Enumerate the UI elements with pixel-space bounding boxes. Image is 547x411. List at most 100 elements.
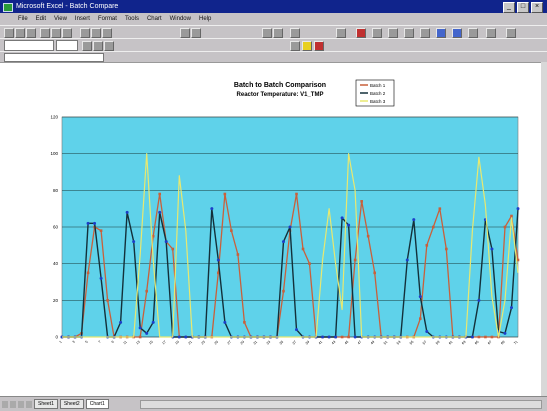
- x-tick-label: 27: [226, 340, 232, 346]
- x-tick-label: 37: [292, 340, 298, 346]
- zoom-icon[interactable]: [506, 28, 516, 38]
- redo-icon[interactable]: [191, 28, 201, 38]
- data-point: [516, 207, 520, 211]
- minimize-button[interactable]: _: [503, 2, 515, 13]
- menu-chart[interactable]: Chart: [146, 16, 162, 22]
- grid-icon[interactable]: [452, 28, 462, 38]
- data-point: [243, 321, 246, 324]
- y-tick-label: 120: [50, 115, 58, 120]
- prev-sheet-button[interactable]: [10, 400, 16, 408]
- menu-view[interactable]: View: [54, 16, 67, 22]
- data-point: [177, 335, 181, 339]
- print-icon[interactable]: [40, 28, 50, 38]
- sum-icon[interactable]: [262, 28, 272, 38]
- data-point: [509, 306, 513, 310]
- maximize-button[interactable]: □: [517, 2, 529, 13]
- name-box[interactable]: [4, 53, 104, 62]
- undo-icon[interactable]: [180, 28, 190, 38]
- window-title: Microsoft Excel - Batch Compare: [16, 3, 119, 10]
- menu-help[interactable]: Help: [198, 16, 212, 22]
- pen-icon[interactable]: [404, 28, 414, 38]
- tab-sheet2[interactable]: Sheet2: [59, 399, 84, 409]
- name-box-bar: [0, 51, 547, 63]
- next-sheet-button[interactable]: [18, 400, 24, 408]
- y-tick-label: 40: [53, 261, 59, 266]
- copy-icon[interactable]: [91, 28, 101, 38]
- menu-tools[interactable]: Tools: [124, 16, 139, 22]
- chart-wizard-icon[interactable]: [336, 28, 346, 38]
- data-point: [445, 247, 448, 251]
- data-point: [288, 225, 292, 229]
- sheet-tab-bar: Sheet1 Sheet2 Chart1: [0, 396, 547, 411]
- data-point: [425, 244, 429, 247]
- data-point: [308, 262, 311, 265]
- paste-icon[interactable]: [102, 28, 112, 38]
- sort-icon[interactable]: [290, 28, 300, 38]
- menu-format[interactable]: Format: [97, 16, 117, 22]
- tab-chart1[interactable]: Chart1: [85, 399, 109, 409]
- data-point: [373, 271, 376, 275]
- last-sheet-button[interactable]: [26, 400, 32, 408]
- data-point: [360, 200, 363, 203]
- chart-sheet: Batch to Batch Comparison Reactor Tempera…: [0, 62, 541, 397]
- size-combo[interactable]: [56, 40, 78, 51]
- data-point: [412, 218, 416, 222]
- record-icon[interactable]: [356, 28, 366, 38]
- new-icon[interactable]: [4, 28, 14, 38]
- data-point: [99, 276, 103, 280]
- horizontal-scrollbar[interactable]: [140, 400, 542, 409]
- help-icon[interactable]: [486, 28, 496, 38]
- data-point: [327, 335, 331, 339]
- data-point: [99, 229, 103, 232]
- x-tick-label: 19: [174, 340, 180, 346]
- spell-icon[interactable]: [62, 28, 72, 38]
- menu-edit[interactable]: Edit: [35, 16, 47, 22]
- data-point: [164, 240, 168, 244]
- table-icon[interactable]: [436, 28, 446, 38]
- data-point: [477, 298, 481, 302]
- data-point: [334, 335, 338, 339]
- save-icon[interactable]: [26, 28, 36, 38]
- cut-icon[interactable]: [80, 28, 90, 38]
- x-tick-label: 13: [135, 340, 141, 346]
- y-tick-label: 20: [53, 298, 59, 303]
- font-color-icon[interactable]: [314, 41, 324, 51]
- stop-icon[interactable]: [372, 28, 382, 38]
- data-point: [347, 223, 351, 227]
- play-icon[interactable]: [388, 28, 398, 38]
- borders-icon[interactable]: [290, 41, 300, 51]
- underline-icon[interactable]: [104, 41, 114, 51]
- data-point: [217, 271, 220, 275]
- menu-window[interactable]: Window: [169, 16, 191, 22]
- x-tick-label: 35: [279, 340, 285, 346]
- x-tick-label: 31: [253, 340, 259, 346]
- standard-toolbar: [0, 25, 547, 39]
- preview-icon[interactable]: [51, 28, 61, 38]
- menu-insert[interactable]: Insert: [74, 16, 90, 22]
- data-point: [295, 328, 299, 332]
- menu-bar: File Edit View Insert Format Tools Chart…: [0, 13, 547, 25]
- data-point: [138, 335, 142, 339]
- first-sheet-button[interactable]: [2, 400, 8, 408]
- data-point: [340, 216, 344, 220]
- close-button[interactable]: ×: [531, 2, 543, 13]
- vertical-scrollbar[interactable]: [541, 62, 547, 396]
- open-icon[interactable]: [15, 28, 25, 38]
- data-point: [145, 289, 148, 293]
- series-line-3: [62, 153, 519, 338]
- x-tick-label: 11: [122, 340, 127, 345]
- bold-icon[interactable]: [82, 41, 92, 51]
- italic-icon[interactable]: [93, 41, 103, 51]
- data-point: [432, 225, 435, 229]
- x-tick-label: 47: [357, 340, 363, 346]
- function-icon[interactable]: [273, 28, 283, 38]
- trend-icon[interactable]: [420, 28, 430, 38]
- font-combo[interactable]: [4, 40, 54, 51]
- menu-file[interactable]: File: [18, 16, 28, 22]
- data-point: [86, 221, 90, 225]
- data-point: [210, 207, 214, 211]
- fill-color-icon[interactable]: [302, 41, 312, 51]
- filter-icon[interactable]: [468, 28, 478, 38]
- data-point: [295, 192, 298, 196]
- tab-sheet1[interactable]: Sheet1: [34, 399, 58, 409]
